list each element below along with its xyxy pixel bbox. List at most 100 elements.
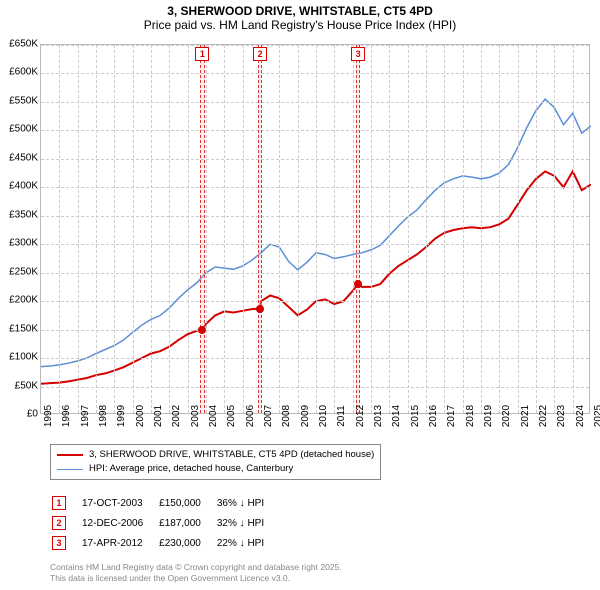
attribution-line1: Contains HM Land Registry data © Crown c… [50, 562, 342, 573]
event-date: 12-DEC-2006 [82, 514, 157, 532]
gridline-v [224, 45, 225, 413]
gridline-v [151, 45, 152, 413]
y-axis-label: £600K [9, 67, 38, 78]
x-axis-label: 1996 [61, 405, 72, 427]
y-axis-label: £250K [9, 266, 38, 277]
event-date: 17-APR-2012 [82, 534, 157, 552]
x-axis-label: 2010 [318, 405, 329, 427]
attribution: Contains HM Land Registry data © Crown c… [50, 562, 342, 584]
x-axis-label: 2004 [208, 405, 219, 427]
gridline-v [188, 45, 189, 413]
x-axis-label: 2006 [245, 405, 256, 427]
x-axis-label: 2002 [171, 405, 182, 427]
legend-label-property: 3, SHERWOOD DRIVE, WHITSTABLE, CT5 4PD (… [89, 448, 374, 462]
event-row: 317-APR-2012£230,00022% ↓ HPI [52, 534, 278, 552]
event-marker: 2 [253, 47, 267, 61]
gridline-h [41, 187, 589, 188]
x-axis-label: 2025 [593, 405, 600, 427]
gridline-h [41, 102, 589, 103]
y-axis-label: £550K [9, 95, 38, 106]
legend-row-hpi: HPI: Average price, detached house, Cant… [57, 462, 374, 476]
y-axis-label: £100K [9, 352, 38, 363]
y-axis-label: £50K [15, 380, 38, 391]
y-axis-label: £350K [9, 209, 38, 220]
event-row: 212-DEC-2006£187,00032% ↓ HPI [52, 514, 278, 532]
event-marker: 1 [195, 47, 209, 61]
gridline-v [371, 45, 372, 413]
gridline-v [536, 45, 537, 413]
gridline-v [426, 45, 427, 413]
x-axis-label: 2012 [355, 405, 366, 427]
legend-row-property: 3, SHERWOOD DRIVE, WHITSTABLE, CT5 4PD (… [57, 448, 374, 462]
gridline-v [518, 45, 519, 413]
gridline-v [481, 45, 482, 413]
y-axis-label: £500K [9, 124, 38, 135]
event-price: £187,000 [159, 514, 215, 532]
gridline-v [114, 45, 115, 413]
x-axis-label: 2001 [153, 405, 164, 427]
x-axis-label: 2003 [190, 405, 201, 427]
gridline-h [41, 273, 589, 274]
y-axis-label: £0 [27, 409, 38, 420]
x-axis-label: 2017 [446, 405, 457, 427]
chart-title: 3, SHERWOOD DRIVE, WHITSTABLE, CT5 4PD [0, 0, 600, 18]
attribution-line2: This data is licensed under the Open Gov… [50, 573, 342, 584]
gridline-v [573, 45, 574, 413]
gridline-v [96, 45, 97, 413]
gridline-v [353, 45, 354, 413]
x-axis-label: 2005 [226, 405, 237, 427]
sale-point [256, 305, 264, 313]
gridline-v [206, 45, 207, 413]
y-axis-label: £200K [9, 295, 38, 306]
x-axis-label: 2021 [520, 405, 531, 427]
gridline-h [41, 301, 589, 302]
event-price: £150,000 [159, 494, 215, 512]
x-axis-label: 2018 [465, 405, 476, 427]
x-axis-label: 1998 [98, 405, 109, 427]
legend-swatch-property [57, 454, 83, 456]
y-axis-label: £650K [9, 39, 38, 50]
gridline-v [316, 45, 317, 413]
event-band [258, 45, 263, 413]
gridline-v [554, 45, 555, 413]
gridline-h [41, 387, 589, 388]
gridline-h [41, 159, 589, 160]
gridline-v [444, 45, 445, 413]
x-axis-label: 2013 [373, 405, 384, 427]
gridline-h [41, 45, 589, 46]
x-axis-label: 2020 [501, 405, 512, 427]
y-axis-label: £150K [9, 323, 38, 334]
x-axis-label: 1995 [43, 405, 54, 427]
y-axis-label: £400K [9, 181, 38, 192]
x-axis-label: 2014 [391, 405, 402, 427]
y-axis-label: £300K [9, 238, 38, 249]
chart-container: 3, SHERWOOD DRIVE, WHITSTABLE, CT5 4PD P… [0, 0, 600, 590]
events-table: 117-OCT-2003£150,00036% ↓ HPI 212-DEC-200… [50, 492, 280, 554]
legend: 3, SHERWOOD DRIVE, WHITSTABLE, CT5 4PD (… [50, 444, 381, 480]
chart-subtitle: Price paid vs. HM Land Registry's House … [0, 18, 600, 36]
event-badge: 3 [52, 536, 66, 550]
x-axis-label: 2022 [538, 405, 549, 427]
gridline-v [389, 45, 390, 413]
event-diff: 32% ↓ HPI [217, 514, 278, 532]
chart-area: 123 £0£50K£100K£150K£200K£250K£300K£350K… [40, 44, 590, 434]
x-axis-label: 1999 [116, 405, 127, 427]
event-date: 17-OCT-2003 [82, 494, 157, 512]
gridline-v [243, 45, 244, 413]
event-diff: 36% ↓ HPI [217, 494, 278, 512]
x-axis-label: 2000 [135, 405, 146, 427]
gridline-v [279, 45, 280, 413]
x-axis-label: 2023 [556, 405, 567, 427]
event-diff: 22% ↓ HPI [217, 534, 278, 552]
gridline-h [41, 358, 589, 359]
y-axis-label: £450K [9, 152, 38, 163]
event-row: 117-OCT-2003£150,00036% ↓ HPI [52, 494, 278, 512]
sale-point [198, 326, 206, 334]
x-axis-label: 2008 [281, 405, 292, 427]
gridline-v [499, 45, 500, 413]
event-marker: 3 [351, 47, 365, 61]
legend-label-hpi: HPI: Average price, detached house, Cant… [89, 462, 293, 476]
x-axis-label: 2016 [428, 405, 439, 427]
x-axis-label: 2011 [336, 405, 347, 427]
x-axis-label: 1997 [80, 405, 91, 427]
